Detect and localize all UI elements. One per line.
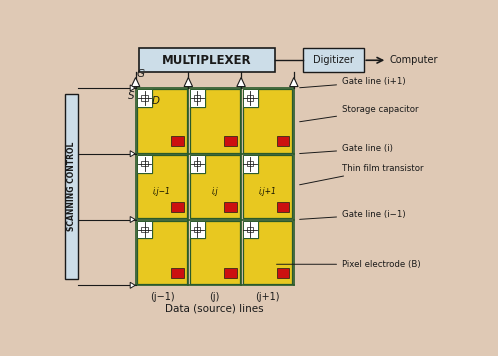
Bar xyxy=(137,89,152,107)
Bar xyxy=(152,89,187,107)
Bar xyxy=(137,239,187,284)
Text: (j+1): (j+1) xyxy=(255,292,280,302)
Text: S: S xyxy=(127,91,134,101)
Text: Thin film transistor: Thin film transistor xyxy=(300,164,424,185)
Bar xyxy=(190,173,240,219)
Bar xyxy=(194,227,201,232)
Polygon shape xyxy=(131,78,140,87)
FancyBboxPatch shape xyxy=(303,48,364,72)
Bar xyxy=(224,268,237,278)
Text: i,j+1: i,j+1 xyxy=(258,187,276,197)
Bar xyxy=(194,161,201,166)
Bar xyxy=(205,155,240,173)
FancyBboxPatch shape xyxy=(138,48,275,72)
Bar xyxy=(137,107,187,153)
Bar xyxy=(277,268,289,278)
Bar xyxy=(205,221,240,239)
Polygon shape xyxy=(237,78,246,87)
Text: D: D xyxy=(151,96,160,106)
Bar xyxy=(137,173,187,219)
Bar xyxy=(247,227,253,232)
Bar xyxy=(190,89,205,107)
Bar xyxy=(224,136,237,146)
Bar xyxy=(243,173,292,219)
Bar xyxy=(243,107,292,153)
Bar xyxy=(277,202,289,212)
Text: Gate line (i): Gate line (i) xyxy=(300,144,393,153)
Bar xyxy=(257,155,292,173)
Bar xyxy=(171,268,184,278)
Text: SCANNING CONTROL: SCANNING CONTROL xyxy=(67,142,76,231)
Bar xyxy=(137,221,152,239)
Bar xyxy=(171,136,184,146)
Polygon shape xyxy=(130,216,135,222)
Text: Gate line (i+1): Gate line (i+1) xyxy=(300,77,406,88)
Bar xyxy=(247,95,253,101)
FancyBboxPatch shape xyxy=(65,94,79,279)
Text: (j−1): (j−1) xyxy=(149,292,174,302)
Text: (j): (j) xyxy=(210,292,220,302)
Bar xyxy=(190,155,205,173)
Polygon shape xyxy=(130,85,135,91)
Bar xyxy=(257,89,292,107)
Text: i,j−1: i,j−1 xyxy=(153,187,171,197)
Bar xyxy=(243,221,257,239)
Text: Computer: Computer xyxy=(389,55,438,65)
Bar xyxy=(141,227,148,232)
Bar xyxy=(141,95,148,101)
Text: G: G xyxy=(136,69,144,79)
Bar xyxy=(152,221,187,239)
Bar xyxy=(243,239,292,284)
Text: Storage capacitor: Storage capacitor xyxy=(300,105,418,122)
Bar xyxy=(194,95,201,101)
Bar xyxy=(171,202,184,212)
Text: MULTIPLEXER: MULTIPLEXER xyxy=(162,54,252,67)
Polygon shape xyxy=(184,78,193,87)
Bar xyxy=(257,221,292,239)
Bar xyxy=(190,239,240,284)
Bar xyxy=(277,136,289,146)
Bar xyxy=(137,155,152,173)
Bar xyxy=(190,107,240,153)
Bar xyxy=(247,161,253,166)
Bar xyxy=(205,89,240,107)
Text: i,j: i,j xyxy=(211,187,218,197)
Bar xyxy=(190,221,205,239)
Bar xyxy=(243,89,257,107)
Text: Digitizer: Digitizer xyxy=(313,55,354,65)
Text: Gate line (i−1): Gate line (i−1) xyxy=(300,210,406,219)
Text: Pixel electrode (B): Pixel electrode (B) xyxy=(276,260,421,269)
Bar xyxy=(243,155,257,173)
Bar xyxy=(152,155,187,173)
Bar xyxy=(224,202,237,212)
Polygon shape xyxy=(130,282,135,288)
Polygon shape xyxy=(289,78,298,87)
Text: Data (source) lines: Data (source) lines xyxy=(165,304,264,314)
Polygon shape xyxy=(130,151,135,157)
Bar xyxy=(141,161,148,166)
